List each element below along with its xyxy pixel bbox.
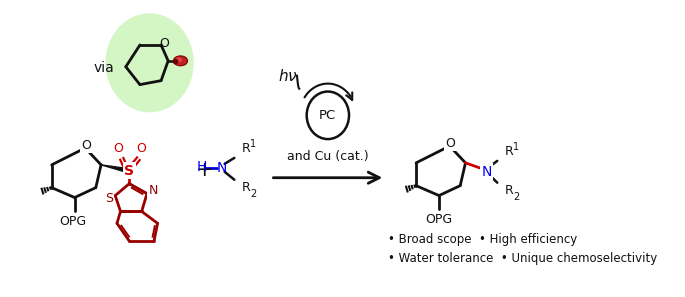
Polygon shape [101, 165, 124, 171]
Text: O: O [136, 141, 146, 154]
Text: N: N [482, 165, 492, 179]
Text: R: R [241, 143, 250, 156]
Text: and Cu (cat.): and Cu (cat.) [287, 150, 369, 163]
Text: R: R [241, 181, 250, 194]
Text: via: via [93, 61, 114, 75]
Ellipse shape [105, 13, 194, 112]
Text: 2: 2 [250, 189, 256, 199]
Text: H: H [197, 160, 207, 174]
Text: • Broad scope  • High efficiency: • Broad scope • High efficiency [388, 233, 577, 246]
Text: $h\nu$: $h\nu$ [278, 68, 298, 84]
Text: OPG: OPG [60, 215, 86, 228]
Text: R: R [504, 146, 513, 159]
Text: S: S [124, 164, 134, 178]
Text: 2: 2 [513, 192, 519, 202]
Text: R: R [504, 184, 513, 197]
Ellipse shape [173, 56, 188, 66]
Ellipse shape [175, 57, 182, 62]
Text: OPG: OPG [425, 213, 453, 226]
Text: +: + [195, 160, 213, 180]
Text: O: O [445, 137, 456, 150]
Text: PC: PC [319, 109, 336, 122]
Text: O: O [159, 37, 169, 50]
Text: N: N [216, 161, 227, 175]
Text: • Water tolerance  • Unique chemoselectivity: • Water tolerance • Unique chemoselectiv… [388, 252, 657, 266]
Text: O: O [113, 141, 123, 154]
Text: N: N [149, 184, 158, 197]
Text: S: S [105, 192, 113, 205]
Text: 1: 1 [513, 142, 519, 152]
Text: 1: 1 [250, 139, 256, 149]
Text: O: O [81, 138, 91, 151]
